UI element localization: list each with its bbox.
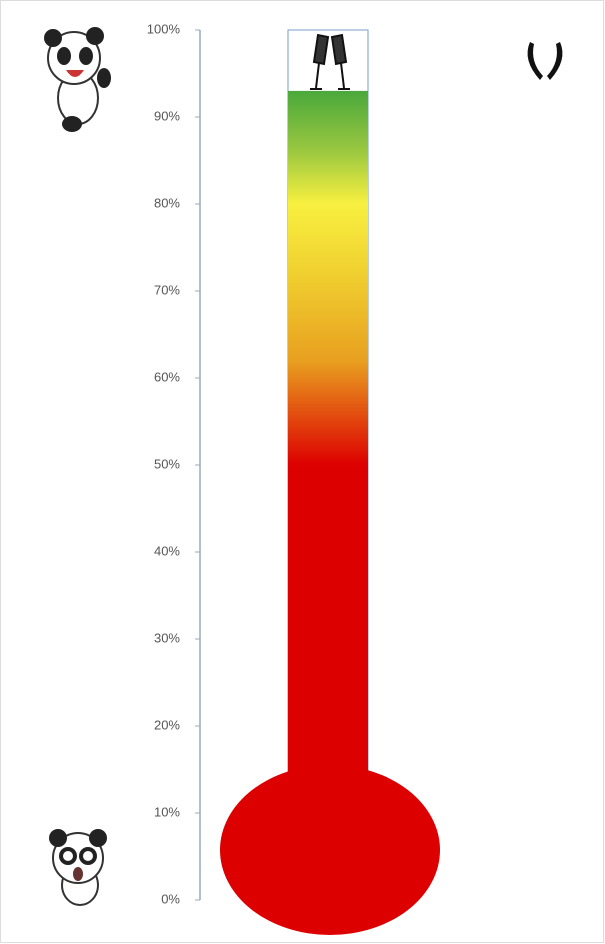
y-tick-label: 10% — [154, 804, 180, 819]
y-tick-label: 100% — [147, 21, 181, 36]
champagne-icon — [310, 33, 350, 90]
happy-panda — [44, 27, 111, 132]
y-tick-label: 70% — [154, 282, 180, 297]
y-tick-label: 80% — [154, 195, 180, 210]
y-tick-label: 30% — [154, 630, 180, 645]
y-tick-label: 60% — [154, 369, 180, 384]
y-tick-label: 50% — [154, 456, 180, 471]
bulb — [220, 765, 440, 935]
y-tick-label: 40% — [154, 543, 180, 558]
y-tick-label: 20% — [154, 717, 180, 732]
y-tick-label: 90% — [154, 108, 180, 123]
y-tick-label: 0% — [161, 891, 180, 906]
laurel-icon — [527, 42, 563, 80]
mercury — [288, 90, 368, 820]
scared-panda — [49, 829, 107, 906]
